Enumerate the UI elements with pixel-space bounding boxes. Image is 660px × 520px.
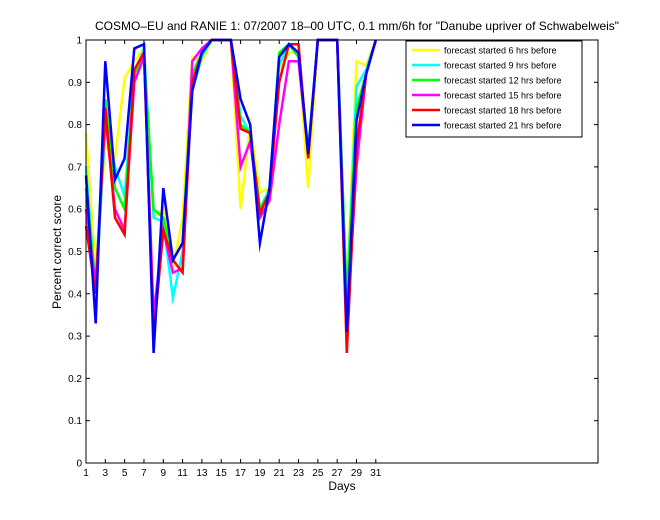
x-axis-label: Days [328, 479, 355, 493]
legend-label: forecast started 9 hrs before [444, 61, 557, 71]
x-tick-label: 29 [351, 468, 363, 479]
x-tick-label: 13 [196, 468, 208, 479]
x-tick-label: 31 [370, 468, 382, 479]
y-tick-label: 0.2 [68, 374, 82, 385]
x-tick-label: 17 [235, 468, 247, 479]
x-tick-label: 5 [122, 468, 128, 479]
x-tick-label: 27 [332, 468, 344, 479]
legend-label: forecast started 21 hrs before [444, 121, 562, 131]
chart-title: COSMO–EU and RANIE 1: 07/2007 18–00 UTC,… [95, 19, 619, 33]
x-tick-label: 19 [254, 468, 266, 479]
legend-label: forecast started 12 hrs before [444, 76, 562, 86]
y-tick-label: 0.8 [68, 120, 82, 131]
x-tick-label: 9 [161, 468, 167, 479]
x-tick-label: 11 [177, 468, 188, 479]
y-tick-label: 0.3 [68, 332, 82, 343]
legend-label: forecast started 6 hrs before [444, 46, 557, 56]
legend-label: forecast started 15 hrs before [444, 91, 562, 101]
legend-box [405, 40, 583, 138]
y-tick-label: 0.4 [68, 289, 82, 300]
y-tick-label: 0 [76, 459, 82, 470]
y-tick-label: 1 [76, 36, 82, 47]
y-tick-label: 0.9 [68, 78, 82, 89]
x-tick-label: 23 [293, 468, 305, 479]
y-axis-label: Percent correct score [50, 195, 64, 309]
x-tick-label: 15 [216, 468, 228, 479]
y-tick-label: 0.5 [68, 247, 82, 258]
x-tick-label: 1 [83, 468, 89, 479]
plot-frame [85, 39, 599, 464]
axis-ticks: 1 3 5 7 9 11 13 15 17 19 21 23 25 27 29 3100.10.20.30.4… [68, 36, 598, 479]
x-tick-label: 7 [141, 468, 147, 479]
y-tick-label: 0.1 [68, 416, 82, 427]
legend-label: forecast started 18 hrs before [444, 106, 562, 116]
x-tick-label: 3 [103, 468, 109, 479]
y-tick-label: 0.7 [68, 162, 82, 173]
y-tick-label: 0.6 [68, 205, 82, 216]
legend: forecast started 6 hrs before forecast st… [405, 40, 583, 138]
x-tick-label: 21 [274, 468, 286, 479]
x-tick-label: 25 [312, 468, 324, 479]
